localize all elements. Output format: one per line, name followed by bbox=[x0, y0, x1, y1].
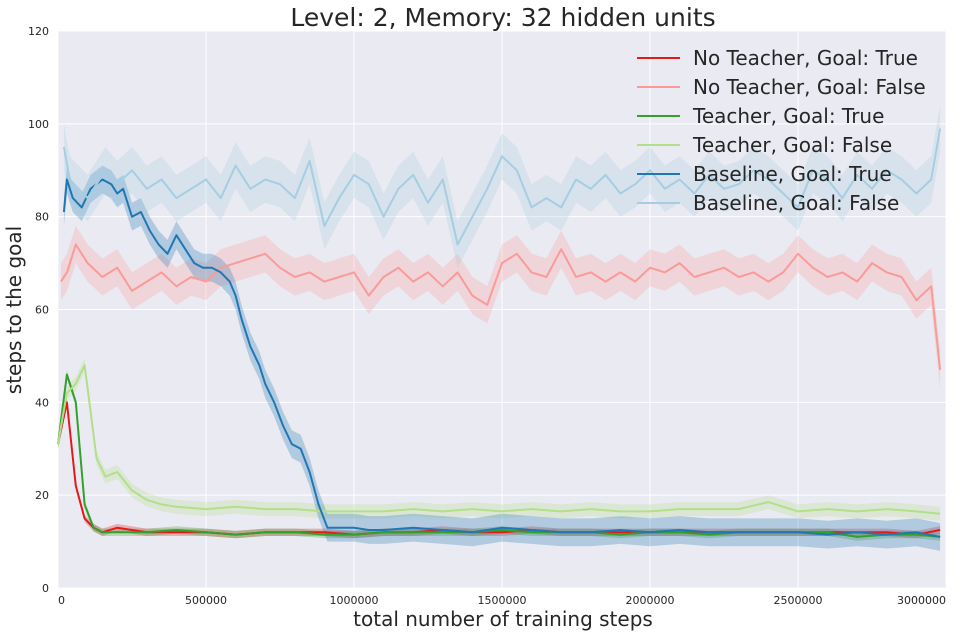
legend-label-baseline-goal-true: Baseline, Goal: True bbox=[693, 162, 892, 186]
x-tick-label: 1500000 bbox=[478, 594, 527, 607]
series-lines bbox=[57, 128, 942, 538]
y-tick-label: 120 bbox=[28, 25, 49, 38]
x-tick-label: 500000 bbox=[185, 594, 227, 607]
line-baseline-goal-true bbox=[62, 178, 941, 538]
legend-label-no-teacher-goal-false: No Teacher, Goal: False bbox=[693, 75, 926, 99]
gridlines bbox=[57, 30, 947, 589]
legend-label-no-teacher-goal-true: No Teacher, Goal: True bbox=[693, 46, 918, 70]
y-axis-label: steps to the goal bbox=[2, 226, 26, 394]
legend-label-teacher-goal-true: Teacher, Goal: True bbox=[692, 104, 884, 128]
band-no-teacher-goal-false bbox=[61, 225, 941, 389]
x-axis-label: total number of training steps bbox=[353, 607, 653, 631]
legend-label-baseline-goal-false: Baseline, Goal: False bbox=[693, 191, 899, 215]
legend: No Teacher, Goal: True No Teacher, Goal: … bbox=[637, 46, 926, 215]
line-baseline-goal-false bbox=[62, 128, 942, 246]
y-tick-label: 100 bbox=[28, 118, 49, 131]
line-no-teacher-goal-false bbox=[60, 243, 942, 370]
band-baseline-goal-false bbox=[63, 105, 941, 268]
legend-label-teacher-goal-false: Teacher, Goal: False bbox=[692, 133, 892, 157]
x-tick-label: 2500000 bbox=[774, 594, 823, 607]
y-tick-label: 60 bbox=[35, 304, 49, 317]
band-teacher-goal-false bbox=[58, 358, 941, 521]
confidence-bands bbox=[58, 105, 941, 551]
tick-labels: 0 500000 1000000 1500000 2000000 2500000 30000… bbox=[28, 25, 946, 607]
chart-title: Level: 2, Memory: 32 hidden units bbox=[290, 3, 715, 32]
x-tick-label: 1000000 bbox=[330, 594, 379, 607]
x-tick-label: 3000000 bbox=[897, 594, 946, 607]
x-tick-label: 0 bbox=[58, 594, 65, 607]
y-tick-label: 40 bbox=[35, 396, 49, 409]
x-tick-label: 2000000 bbox=[626, 594, 675, 607]
y-tick-label: 20 bbox=[35, 489, 49, 502]
y-tick-label: 80 bbox=[35, 211, 49, 224]
y-tick-label: 0 bbox=[42, 582, 49, 595]
line-teacher-goal-false bbox=[57, 364, 941, 515]
